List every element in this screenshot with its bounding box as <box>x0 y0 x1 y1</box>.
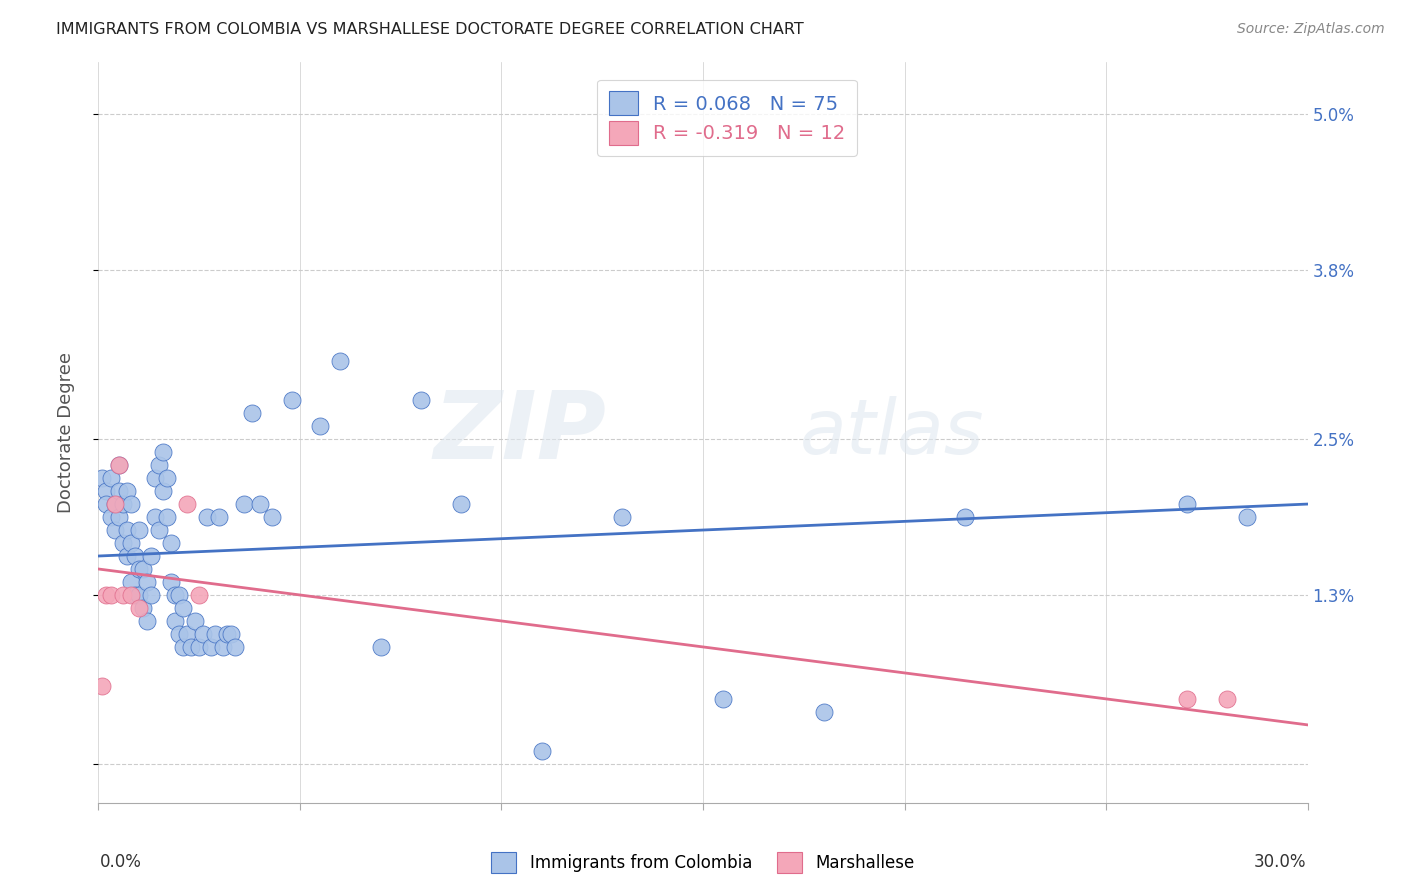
Text: atlas: atlas <box>800 396 984 469</box>
Point <box>152 445 174 459</box>
Point <box>139 549 162 563</box>
Point <box>148 458 170 472</box>
Point <box>107 484 129 499</box>
Point <box>180 640 202 654</box>
Point <box>370 640 392 654</box>
Point <box>1216 692 1239 706</box>
Point <box>200 640 222 654</box>
Point <box>128 562 150 576</box>
Point <box>217 627 239 641</box>
Point <box>103 497 125 511</box>
Point <box>224 640 246 654</box>
Point <box>120 536 142 550</box>
Point <box>128 601 150 615</box>
Point <box>135 574 157 589</box>
Point <box>96 588 118 602</box>
Point <box>107 458 129 472</box>
Point <box>111 536 134 550</box>
Point <box>167 627 190 641</box>
Point <box>172 640 194 654</box>
Point <box>260 510 283 524</box>
Point <box>103 497 125 511</box>
Point <box>120 574 142 589</box>
Point <box>208 510 231 524</box>
Point <box>143 510 166 524</box>
Point <box>711 692 734 706</box>
Legend: Immigrants from Colombia, Marshallese: Immigrants from Colombia, Marshallese <box>485 846 921 880</box>
Point <box>156 510 179 524</box>
Point <box>152 484 174 499</box>
Point <box>184 614 207 628</box>
Text: ZIP: ZIP <box>433 386 606 479</box>
Point <box>100 471 122 485</box>
Point <box>193 627 215 641</box>
Point <box>232 497 254 511</box>
Point <box>128 588 150 602</box>
Point <box>135 614 157 628</box>
Text: Source: ZipAtlas.com: Source: ZipAtlas.com <box>1237 22 1385 37</box>
Point <box>309 419 332 434</box>
Point <box>1175 692 1198 706</box>
Point <box>204 627 226 641</box>
Point <box>329 354 352 368</box>
Point <box>188 588 211 602</box>
Text: 30.0%: 30.0% <box>1254 853 1306 871</box>
Point <box>128 523 150 537</box>
Text: 0.0%: 0.0% <box>100 853 142 871</box>
Point <box>176 627 198 641</box>
Point <box>160 536 183 550</box>
Point <box>132 601 155 615</box>
Point <box>163 588 186 602</box>
Point <box>450 497 472 511</box>
Point <box>124 549 146 563</box>
Point <box>1236 510 1258 524</box>
Point <box>148 523 170 537</box>
Point <box>100 588 122 602</box>
Point <box>100 510 122 524</box>
Point <box>530 744 553 758</box>
Point <box>96 484 118 499</box>
Point <box>115 523 138 537</box>
Point <box>612 510 634 524</box>
Point <box>409 393 432 408</box>
Point <box>120 497 142 511</box>
Point <box>115 484 138 499</box>
Point <box>195 510 218 524</box>
Point <box>281 393 304 408</box>
Point <box>156 471 179 485</box>
Point <box>124 588 146 602</box>
Text: IMMIGRANTS FROM COLOMBIA VS MARSHALLESE DOCTORATE DEGREE CORRELATION CHART: IMMIGRANTS FROM COLOMBIA VS MARSHALLESE … <box>56 22 804 37</box>
Point <box>143 471 166 485</box>
Point <box>107 510 129 524</box>
Point <box>953 510 976 524</box>
Point <box>120 588 142 602</box>
Point <box>163 614 186 628</box>
Legend: R = 0.068   N = 75, R = -0.319   N = 12: R = 0.068 N = 75, R = -0.319 N = 12 <box>598 79 858 156</box>
Point <box>188 640 211 654</box>
Point <box>107 458 129 472</box>
Point <box>139 588 162 602</box>
Point <box>240 406 263 420</box>
Point <box>91 679 114 693</box>
Point <box>176 497 198 511</box>
Point <box>91 471 114 485</box>
Point <box>115 549 138 563</box>
Point <box>221 627 243 641</box>
Point <box>212 640 235 654</box>
Point <box>249 497 271 511</box>
Point <box>103 523 125 537</box>
Point <box>111 497 134 511</box>
Point <box>132 562 155 576</box>
Point <box>813 705 835 719</box>
Point <box>172 601 194 615</box>
Point <box>96 497 118 511</box>
Point <box>111 588 134 602</box>
Y-axis label: Doctorate Degree: Doctorate Degree <box>56 352 75 513</box>
Point <box>160 574 183 589</box>
Point <box>167 588 190 602</box>
Point <box>1175 497 1198 511</box>
